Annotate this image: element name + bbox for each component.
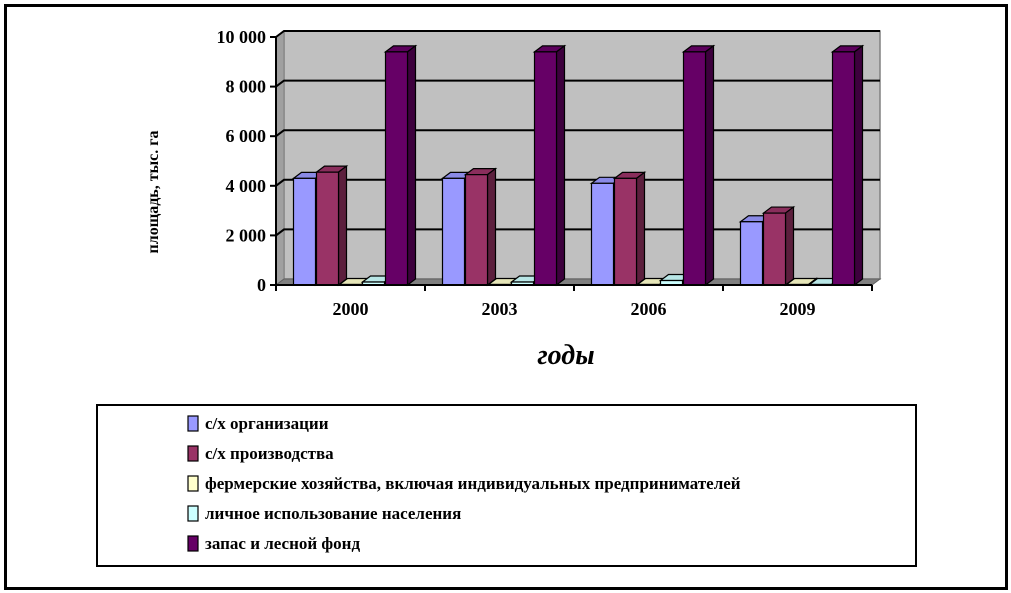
gridline — [275, 30, 880, 38]
y-tick-label: 10 000 — [217, 27, 267, 47]
x-tick-label: 2006 — [631, 299, 667, 319]
gridline — [275, 178, 880, 187]
legend-item: с/х организации — [187, 414, 329, 433]
legend-swatch — [187, 505, 199, 522]
bar — [463, 167, 498, 287]
gridline — [275, 79, 880, 88]
plot-area — [274, 30, 882, 286]
side-wall — [275, 30, 285, 286]
y-tick-label: 2 000 — [226, 225, 267, 245]
legend-swatch — [187, 475, 199, 492]
bar — [532, 44, 567, 287]
legend-label: с/х организации — [205, 414, 329, 433]
legend-item: с/х производства — [187, 444, 334, 463]
x-tick-label: 2003 — [482, 299, 518, 319]
bar — [314, 164, 349, 287]
y-tick-label: 8 000 — [226, 77, 267, 97]
legend-swatch — [187, 415, 199, 432]
legend-label: с/х производства — [205, 444, 334, 463]
bars — [291, 44, 865, 287]
x-tick-label: 2000 — [333, 299, 369, 319]
bar — [612, 171, 647, 287]
legend-swatch — [187, 445, 199, 462]
legend-label: фермерские хозяйства, включая индивидуал… — [205, 474, 741, 493]
axes: 0 2 000 4 000 6 000 8 000 10 000 2000 2003 2006 2… — [217, 27, 873, 319]
legend-item: запас и лесной фонд — [187, 534, 360, 553]
legend-label: запас и лесной фонд — [205, 534, 360, 553]
legend: с/х организации с/х производства фермерски… — [96, 404, 917, 567]
bar — [383, 44, 418, 287]
legend-box — [96, 404, 917, 567]
bar — [830, 44, 865, 287]
legend-item: личное использование населения — [187, 504, 461, 523]
legend-item: фермерские хозяйства, включая индивидуал… — [187, 474, 741, 493]
x-axis-title: годы — [537, 340, 594, 371]
y-tick-label: 6 000 — [226, 126, 267, 146]
y-tick-label: 4 000 — [226, 176, 267, 196]
gridline — [275, 129, 880, 137]
gridline — [275, 228, 880, 237]
y-axis-title: площадь, тыс. га — [145, 131, 162, 254]
x-tick-label: 2009 — [780, 299, 816, 319]
legend-label: личное использование населения — [205, 504, 461, 523]
bar — [681, 44, 716, 287]
bar — [761, 205, 796, 287]
y-tick-label: 0 — [257, 275, 266, 295]
legend-swatch — [187, 535, 199, 552]
